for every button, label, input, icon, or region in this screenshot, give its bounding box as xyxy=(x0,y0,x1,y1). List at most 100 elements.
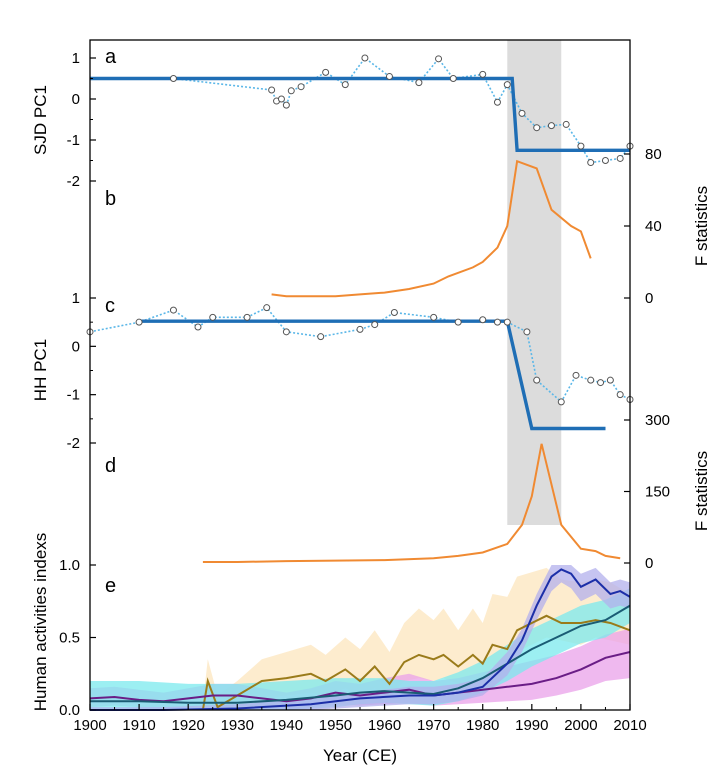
panel-c-series-0-point xyxy=(194,323,202,331)
panel-a-series-0-point xyxy=(282,101,290,109)
panel-c-series-0-point xyxy=(597,379,605,387)
panel-a-series-0-point xyxy=(533,124,541,132)
panel-a-series-0-point xyxy=(547,122,555,130)
panel-a-y-tick-label: 1 xyxy=(72,50,80,67)
panel-a-series-0-point xyxy=(169,75,177,82)
panel-c-series-0-point xyxy=(282,328,290,336)
panel-c-series-0-point xyxy=(169,306,177,314)
panel-e-series-3-line xyxy=(90,568,631,711)
panel-a-y-tick-label: 0 xyxy=(72,91,80,108)
x-tick-label: 1960 xyxy=(368,717,401,734)
panel-a-series-0-point xyxy=(435,55,443,63)
panel-a-series-0-point xyxy=(503,81,511,89)
panel-d-y-tick-label: 300 xyxy=(645,412,670,429)
band-layer xyxy=(90,40,630,710)
x-tick-label: 1900 xyxy=(73,717,106,734)
panel-a-y-axis-title: SJD PC1 xyxy=(31,85,50,155)
x-tick-label: 1910 xyxy=(122,717,155,734)
panel-c-series-0-point xyxy=(616,391,624,399)
panel-b-y-tick-label: 40 xyxy=(645,218,662,235)
panel-b-y-tick-label: 80 xyxy=(645,146,662,163)
panel-c-y-tick-label: 0 xyxy=(72,338,80,355)
panel-c-series-0-point xyxy=(390,309,398,316)
x-tick-label: 2010 xyxy=(613,717,646,734)
panel-c-series-0-point xyxy=(493,318,501,326)
panel-b-y-tick-label: 0 xyxy=(645,290,653,307)
panel-a-series-0-point xyxy=(341,81,349,89)
series-layer xyxy=(86,54,634,711)
panel-d-series-0-line xyxy=(202,443,621,563)
panel-e-series-2-line xyxy=(90,604,631,704)
panel-c-y-tick-label: -2 xyxy=(67,435,80,452)
panel-e-y-tick-label: 0.5 xyxy=(59,630,80,647)
x-axis-title: Year (CE) xyxy=(323,746,397,765)
panel-c-y-tick-label: 1 xyxy=(72,290,80,307)
panel-c-series-0-point xyxy=(572,371,580,379)
panel-c-y-axis-title: HH PC1 xyxy=(31,339,50,401)
panel-a-series-0-point xyxy=(277,95,285,103)
panel-c-series-0-point xyxy=(371,321,379,329)
panel-e-y-axis-title: Human activities indexs xyxy=(31,533,50,712)
panel-a-series-0-point xyxy=(287,87,295,95)
panel-c-series-0-point xyxy=(533,376,541,384)
panel-e-series-3-band xyxy=(90,565,630,710)
panel-c-letter: c xyxy=(105,295,115,317)
panel-c-series-0-point xyxy=(557,398,565,406)
panel-e-y-tick-label: 1.0 xyxy=(59,557,80,574)
panel-a-series-0-point xyxy=(562,120,570,128)
panel-c-series-0-point xyxy=(523,328,531,336)
x-tick-label: 1970 xyxy=(417,717,450,734)
panel-a-series-0-point xyxy=(449,75,457,82)
panel-c-series-0-point xyxy=(209,313,217,321)
panel-a-series-0-point xyxy=(268,86,276,94)
x-tick-label: 1980 xyxy=(466,717,499,734)
x-tick-label: 1930 xyxy=(221,717,254,734)
panel-a-series-0-point xyxy=(385,72,393,80)
x-tick-label: 1940 xyxy=(270,717,303,734)
panel-e-series-1-line xyxy=(89,651,631,703)
panel-a-series-0-point xyxy=(601,157,609,164)
x-tick-label: 2000 xyxy=(564,717,597,734)
panel-c-series-0-point xyxy=(135,318,143,326)
panel-c-y-tick-label: -1 xyxy=(67,387,80,404)
panel-c-series-0-point xyxy=(503,318,511,326)
x-tick-label: 1950 xyxy=(319,717,352,734)
panel-b-y-axis-title: F statistics xyxy=(692,186,711,266)
panel-a-letter: a xyxy=(105,46,117,68)
panel-a-series-0-point xyxy=(297,83,305,91)
x-tick-label: 1990 xyxy=(515,717,548,734)
panel-c-series-0-point xyxy=(606,376,614,384)
panel-a-series-1-step xyxy=(90,76,630,152)
panel-a-series-0-point xyxy=(415,79,423,87)
axes-layer xyxy=(89,39,631,711)
panel-a-y-tick-label: -2 xyxy=(67,173,80,190)
panel-c-series-0-point xyxy=(430,313,438,321)
panel-a-series-0-point xyxy=(518,109,526,117)
label-layer: 1900 1910 1920 1930 1940 1950 1960 1970 1980 1990… xyxy=(31,46,711,734)
panel-d-letter: d xyxy=(105,455,116,477)
panel-b-series-0-line xyxy=(271,159,592,298)
panel-c-series-0-point xyxy=(454,318,462,326)
panel-e-y-tick-label: 0.0 xyxy=(59,702,80,719)
panel-c-series-0-point xyxy=(317,333,325,341)
panel-e-series-0-line xyxy=(201,614,631,711)
panel-b-letter: b xyxy=(105,188,116,210)
panel-d-y-axis-title: F statistics xyxy=(692,451,711,531)
x-tick-label: 1920 xyxy=(171,717,204,734)
panel-a-series-0-point xyxy=(322,68,330,76)
panel-c-series-0-point xyxy=(263,304,271,312)
panel-a-y-tick-label: -1 xyxy=(67,132,80,149)
panel-a-series-0-point xyxy=(493,98,501,106)
panel-c-series-0-point xyxy=(587,376,595,384)
panel-d-y-tick-label: 0 xyxy=(645,555,653,572)
panel-c-series-0-point xyxy=(243,313,251,321)
panel-a-series-0-point xyxy=(587,159,595,167)
panel-a-series-0-line xyxy=(173,56,631,164)
panel-d-y-tick-label: 150 xyxy=(645,484,670,501)
panel-c-series-0-point xyxy=(356,325,364,333)
panel-a-series-0-point xyxy=(361,54,369,62)
panel-e-letter: e xyxy=(105,575,116,597)
panel-c-series-1-step xyxy=(139,319,606,431)
panel-a-series-0-point xyxy=(479,70,487,78)
